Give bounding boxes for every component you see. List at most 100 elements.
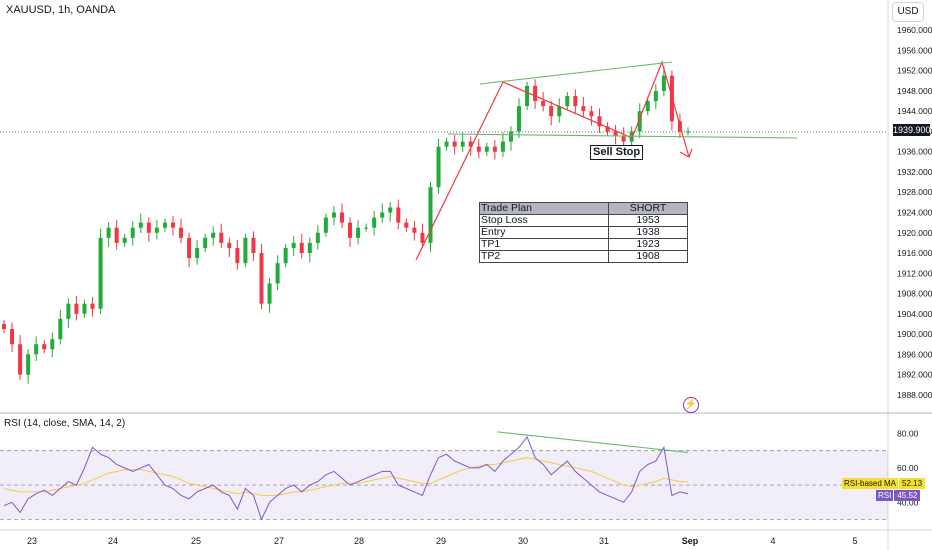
trade-plan-key: TP2 — [479, 250, 609, 263]
candle-body — [259, 253, 264, 304]
neckline — [447, 133, 798, 139]
candle-body — [444, 141, 449, 147]
current-price-tag: 1939.900 — [893, 124, 931, 136]
price-tick-label: 1904.000 — [897, 309, 932, 319]
candle-body — [621, 136, 626, 142]
candle-body — [74, 303, 79, 314]
time-tick-label: 5 — [852, 536, 857, 546]
sell-stop-label: Sell Stop — [590, 145, 644, 160]
trade-plan-key: TP1 — [479, 238, 609, 251]
candle-body — [283, 247, 288, 264]
candle-body — [18, 344, 23, 375]
rsi-divergence-line — [496, 431, 689, 454]
candle-body — [517, 106, 522, 132]
candle-body — [404, 222, 409, 228]
time-tick-label: Sep — [682, 536, 699, 546]
candle-body — [356, 227, 361, 238]
time-tick-label: 4 — [770, 536, 775, 546]
price-tick-label: 1896.000 — [897, 349, 932, 359]
time-axis: 2324252728293031Sep456 — [27, 536, 932, 546]
symbol-title: XAUUSD, 1h, OANDA — [6, 4, 116, 16]
candle-body — [243, 237, 248, 264]
candle-body — [452, 141, 457, 147]
candle-body — [275, 263, 280, 284]
candle-body — [428, 187, 433, 243]
candle-body — [372, 217, 377, 228]
candle-body — [549, 106, 554, 117]
trade-plan-table: Trade Plan SHORT Stop Loss 1953 Entry 19… — [479, 202, 688, 263]
rsi-title: RSI (14, close, SMA, 14, 2) — [4, 418, 126, 429]
candle-body — [420, 232, 425, 243]
time-tick-label: 24 — [108, 536, 118, 546]
candle-body — [267, 283, 272, 304]
rsi-tick-label: 40.00 — [897, 497, 919, 507]
candle-body — [34, 344, 39, 355]
candle-body — [307, 242, 312, 254]
candle-body — [203, 237, 208, 248]
candle-body — [388, 207, 393, 213]
brand-logo-icon: ⚡ — [683, 397, 699, 413]
candle-body — [227, 242, 232, 248]
candle-body — [339, 212, 344, 223]
rsi-band — [0, 450, 888, 520]
price-tick-label: 1932.000 — [897, 167, 932, 177]
rsi-tick-label: 80.00 — [897, 429, 919, 439]
candle-body — [98, 237, 103, 309]
candle-body — [2, 323, 6, 330]
candle-body — [396, 207, 401, 223]
trade-plan-row: TP1 1923 — [479, 238, 688, 251]
candle-body — [573, 95, 578, 107]
candle-body — [58, 318, 63, 340]
price-tick-label: 1900.000 — [897, 329, 932, 339]
trade-plan-row: Stop Loss 1953 — [479, 214, 688, 227]
arrow-head — [679, 148, 693, 158]
candle-body — [146, 222, 151, 233]
trade-plan-header-label: Trade Plan — [479, 202, 609, 215]
upper-trendline — [479, 61, 673, 85]
candle-body — [251, 237, 256, 254]
rsi-ma-value: 52.13 — [899, 478, 926, 489]
candle-body — [130, 227, 135, 238]
time-tick-label: 25 — [191, 536, 201, 546]
candle-body — [468, 141, 473, 147]
rsi-tag: RSI 45.52 — [876, 490, 921, 501]
time-tick-label: 23 — [27, 536, 37, 546]
time-tick-label: 28 — [354, 536, 364, 546]
candle-body — [589, 111, 594, 117]
price-tick-label: 1952.000 — [897, 66, 932, 76]
candle-body — [605, 126, 610, 132]
candle-body — [235, 247, 240, 264]
candle-body — [508, 131, 513, 142]
candle-body — [219, 232, 224, 243]
candle-body — [637, 111, 642, 132]
price-tick-label: 1912.000 — [897, 268, 932, 278]
candle-body — [187, 237, 192, 259]
rsi-ma-tag: RSI-based MA 52.13 — [842, 478, 926, 489]
candles — [2, 66, 690, 384]
rsi-label: RSI — [876, 490, 894, 501]
price-tick-label: 1956.000 — [897, 45, 932, 55]
candle-body — [525, 85, 530, 107]
drawings — [415, 60, 798, 261]
time-tick-label: 31 — [599, 536, 609, 546]
candle-body — [557, 106, 562, 117]
trade-plan-header-row: Trade Plan SHORT — [479, 202, 688, 215]
candle-body — [10, 329, 15, 345]
candle-body — [291, 242, 296, 248]
trade-plan-key: Entry — [479, 226, 609, 239]
time-tick-label: 30 — [518, 536, 528, 546]
candle-body — [484, 146, 489, 152]
currency-button[interactable]: USD — [892, 2, 924, 22]
rsi-tick-label: 60.00 — [897, 463, 919, 473]
candle-body — [436, 146, 441, 188]
trade-plan-value: 1938 — [608, 226, 688, 239]
candle-body — [581, 106, 586, 112]
price-tick-label: 1960.000 — [897, 25, 932, 35]
price-tick-label: 1916.000 — [897, 248, 932, 258]
pattern-zigzag — [415, 60, 690, 261]
candle-body — [154, 227, 159, 233]
candle-body — [380, 212, 385, 218]
time-tick-label: 29 — [436, 536, 446, 546]
